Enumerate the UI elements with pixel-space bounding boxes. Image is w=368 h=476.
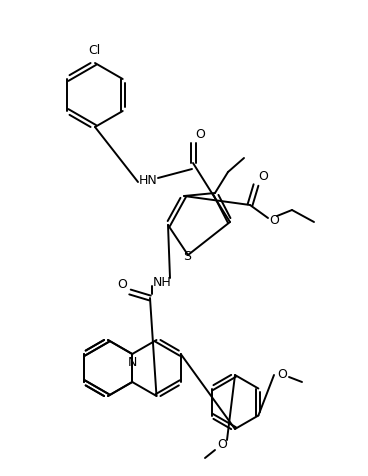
Text: N: N	[128, 356, 137, 368]
Text: Cl: Cl	[88, 43, 100, 57]
Text: O: O	[117, 278, 127, 290]
Text: O: O	[258, 170, 268, 184]
Text: HN: HN	[139, 173, 158, 187]
Text: NH: NH	[153, 276, 171, 288]
Text: S: S	[183, 250, 191, 264]
Text: O: O	[277, 368, 287, 381]
Text: O: O	[217, 438, 227, 452]
Text: O: O	[269, 214, 279, 227]
Text: O: O	[195, 128, 205, 140]
